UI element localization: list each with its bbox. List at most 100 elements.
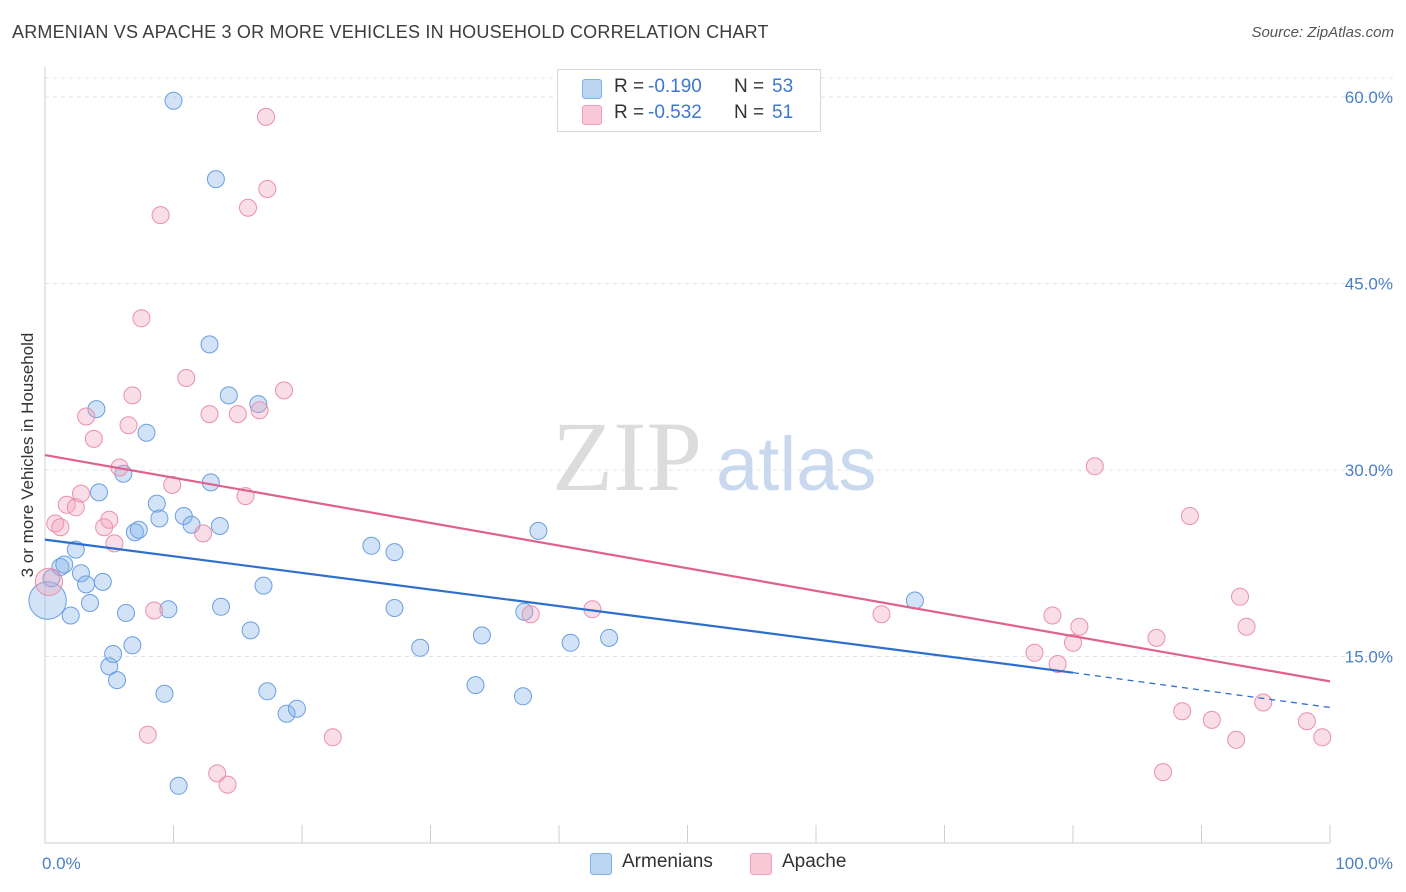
- series-swatch-apache: [750, 853, 772, 875]
- legend-swatch-armenians: [582, 79, 602, 99]
- point-apache: [72, 484, 90, 503]
- point-apache: [1070, 617, 1089, 636]
- point-apache: [132, 309, 151, 328]
- point-armenians: [137, 423, 156, 442]
- point-apache: [1231, 587, 1249, 606]
- point-armenians: [72, 564, 90, 583]
- point-apache: [1237, 617, 1256, 636]
- point-apache: [84, 429, 103, 448]
- trendline-armenians: [44, 538, 1074, 674]
- series-label-apache: Apache: [782, 851, 847, 872]
- point-armenians: [108, 671, 126, 690]
- point-apache: [1048, 655, 1067, 673]
- point-armenians: [385, 543, 404, 562]
- series-swatch-armenians: [590, 853, 612, 875]
- point-armenians: [514, 687, 532, 706]
- y-tick-label: 60.0%: [1345, 88, 1393, 107]
- point-apache: [123, 386, 142, 405]
- point-armenians: [200, 335, 219, 354]
- point-armenians: [55, 555, 74, 574]
- trendline-armenians-extension: [1072, 672, 1331, 709]
- point-apache: [1313, 728, 1332, 747]
- point-apache: [66, 498, 85, 517]
- point-armenians: [600, 628, 619, 647]
- point-apache: [77, 407, 96, 426]
- point-armenians: [147, 494, 166, 513]
- point-apache: [119, 416, 138, 435]
- y-tick-label: 45.0%: [1345, 275, 1393, 294]
- legend-n-value: 53: [772, 76, 794, 97]
- y-axis-label: 3 or more Vehicles in Household: [18, 333, 37, 578]
- point-armenians: [117, 604, 135, 622]
- series-label-armenians: Armenians: [622, 851, 713, 872]
- point-apache: [218, 775, 237, 794]
- point-armenians: [61, 606, 80, 625]
- point-armenians: [206, 170, 225, 189]
- watermark-zip: ZIP: [552, 401, 702, 512]
- point-apache: [1202, 710, 1221, 729]
- point-apache: [151, 206, 170, 225]
- point-apache: [250, 401, 269, 420]
- x-tick-label-end: 100.0%: [1335, 854, 1393, 873]
- point-armenians: [155, 684, 174, 703]
- point-apache: [208, 764, 227, 783]
- point-apache: [34, 567, 64, 597]
- point-armenians: [87, 400, 106, 419]
- correlation-legend: R = -0.190 N = 53 R = -0.532 N = 51: [557, 69, 821, 132]
- legend-r-value: -0.532: [648, 102, 702, 123]
- point-armenians: [249, 395, 268, 414]
- y-tick-label: 30.0%: [1345, 461, 1393, 480]
- axes: [44, 67, 1331, 844]
- point-apache: [239, 198, 257, 217]
- legend-n-value: 51: [772, 102, 794, 123]
- point-armenians: [277, 704, 296, 723]
- legend-n-label: N =: [734, 102, 765, 123]
- series-legend: Armenians Apache: [0, 851, 1406, 877]
- source-label: Source: ZipAtlas.com: [1251, 24, 1394, 41]
- point-armenians: [90, 483, 108, 502]
- point-armenians: [123, 636, 142, 655]
- point-apache: [177, 369, 196, 387]
- point-armenians: [385, 599, 404, 617]
- chart-title: ARMENIAN VS APACHE 3 OR MORE VEHICLES IN…: [12, 22, 769, 42]
- point-apache: [200, 405, 219, 424]
- point-armenians: [159, 600, 178, 619]
- point-apache: [1180, 507, 1199, 525]
- point-apache: [1147, 628, 1166, 647]
- point-armenians: [362, 536, 381, 555]
- point-armenians: [77, 575, 96, 594]
- point-armenians: [164, 91, 183, 110]
- point-apache: [138, 725, 157, 744]
- point-armenians: [212, 597, 230, 616]
- x-tick-label-start: 0.0%: [42, 854, 81, 873]
- point-apache: [872, 605, 891, 624]
- point-armenians: [258, 682, 277, 701]
- legend-swatch-apache: [582, 105, 602, 125]
- point-armenians: [472, 626, 491, 645]
- point-armenians: [561, 633, 580, 652]
- point-armenians: [411, 638, 430, 657]
- y-tick-label: 15.0%: [1345, 648, 1393, 667]
- legend-r-value: -0.190: [648, 76, 702, 97]
- point-armenians: [219, 386, 238, 405]
- data-points: [28, 91, 1332, 795]
- point-apache: [1085, 457, 1104, 476]
- point-apache: [145, 601, 164, 620]
- legend-r-label: R =: [614, 76, 645, 97]
- point-apache: [1043, 606, 1062, 625]
- gridlines: [45, 77, 1395, 657]
- point-apache: [100, 510, 119, 529]
- point-armenians: [129, 520, 148, 539]
- point-apache: [1064, 633, 1082, 652]
- point-apache: [51, 518, 70, 537]
- point-apache: [1154, 763, 1172, 782]
- watermark: ZIP atlas: [552, 401, 877, 512]
- point-apache: [1025, 643, 1044, 662]
- point-armenians: [150, 509, 169, 528]
- point-armenians: [66, 540, 85, 559]
- point-apache: [323, 728, 342, 747]
- point-apache: [1254, 693, 1273, 712]
- legend-n-label: N =: [734, 76, 765, 97]
- point-apache: [194, 524, 213, 543]
